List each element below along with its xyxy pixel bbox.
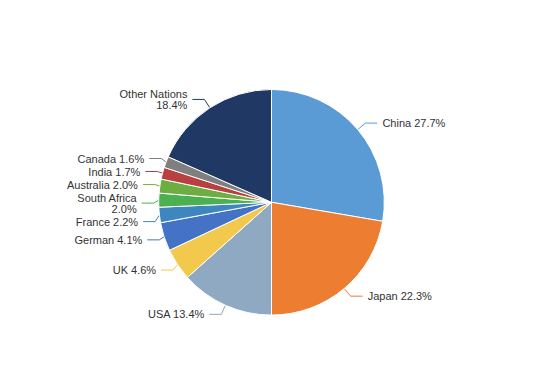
svg-text:South Africa: South Africa [77, 191, 137, 204]
svg-text:Japan 22.3%: Japan 22.3% [368, 290, 432, 302]
svg-text:UK 4.6%: UK 4.6% [113, 264, 157, 276]
svg-text:Australia 2.0%: Australia 2.0% [67, 179, 138, 191]
svg-text:18.4%: 18.4% [156, 99, 187, 111]
svg-text:India 1.7%: India 1.7% [88, 166, 140, 178]
svg-text:German 4.1%: German 4.1% [74, 234, 142, 246]
svg-text:Canada 1.6%: Canada 1.6% [78, 153, 145, 165]
svg-text:France 2.2%: France 2.2% [76, 216, 139, 228]
svg-text:China 27.7%: China 27.7% [382, 117, 445, 129]
svg-text:Other Nations: Other Nations [119, 87, 188, 100]
svg-text:USA 13.4%: USA 13.4% [148, 308, 204, 320]
svg-text:2.0%: 2.0% [112, 203, 137, 215]
